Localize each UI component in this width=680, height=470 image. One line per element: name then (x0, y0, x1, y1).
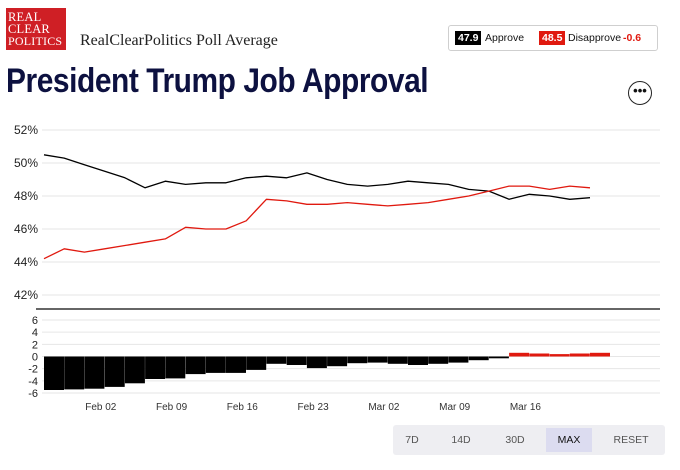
y-axis-main: 52% 50% 48% 46% 44% 42% (14, 123, 38, 302)
poll-average-subtitle: RealClearPolitics Poll Average (80, 32, 278, 49)
spread-bar[interactable] (306, 356, 327, 369)
y-tick-label: 44% (14, 255, 38, 269)
spread-bar[interactable] (64, 356, 85, 390)
spread-bar[interactable] (327, 356, 348, 367)
legend-box: 47.9 Approve 48.5 Disapprove -0.6 (448, 25, 658, 51)
spread-bars (44, 352, 610, 391)
range-14d-button[interactable]: 14D (451, 434, 471, 446)
logo-text-real: REAL (8, 10, 42, 24)
y-tick-label: 48% (14, 189, 38, 203)
spread-bar[interactable] (205, 356, 226, 373)
spread-bar[interactable] (226, 356, 246, 373)
spread-bar[interactable] (569, 353, 590, 357)
logo-text-clear: CLEAR (8, 22, 50, 36)
spread-bar[interactable] (590, 352, 610, 357)
spread-tick-label: 0 (32, 352, 38, 364)
spread-bar[interactable] (347, 356, 368, 364)
spread-tick-label: -6 (28, 388, 38, 400)
spread-bar[interactable] (266, 356, 287, 364)
spread-tick-label: 6 (32, 315, 38, 327)
x-tick-label: Mar 09 (439, 402, 471, 413)
disapprove-label: Disapprove (568, 32, 622, 44)
spread-tick-label: -4 (28, 376, 38, 388)
series-lines (43, 154, 591, 260)
page-title: President Trump Job Approval (6, 62, 429, 100)
spread-value: -0.6 (623, 32, 642, 44)
disapprove-value-badge: 48.5 (539, 31, 566, 45)
spread-bar[interactable] (448, 356, 469, 363)
y-tick-label: 42% (14, 288, 38, 302)
logo-text-politics: POLITICS (8, 34, 63, 48)
x-tick-label: Mar 02 (368, 402, 400, 413)
approve-label: Approve (485, 32, 525, 44)
spread-bar[interactable] (488, 356, 509, 359)
range-30d-button[interactable]: 30D (505, 434, 525, 446)
series-line-approve[interactable] (43, 154, 591, 200)
spread-bar[interactable] (367, 356, 388, 363)
spread-tick-label: 4 (32, 327, 38, 339)
y-tick-label: 46% (14, 222, 38, 236)
x-tick-label: Feb 16 (227, 402, 259, 413)
spread-bar[interactable] (509, 352, 530, 357)
range-reset-button[interactable]: RESET (613, 434, 649, 446)
x-axis: Feb 02 Feb 09 Feb 16 Feb 23 Mar 02 Mar 09 Mar … (85, 402, 541, 413)
spread-bar[interactable] (529, 353, 550, 357)
x-tick-label: Mar 16 (510, 402, 542, 413)
spread-bar[interactable] (104, 356, 125, 387)
spread-bar[interactable] (124, 356, 145, 384)
approve-value-badge: 47.9 (455, 31, 482, 45)
spread-bar[interactable] (246, 356, 267, 370)
series-line-disapprove[interactable] (43, 185, 591, 260)
range-max-button[interactable]: MAX (546, 428, 592, 452)
x-tick-label: Feb 02 (85, 402, 117, 413)
range-selector: 7D 14D 30D MAX RESET (393, 425, 665, 455)
x-tick-label: Feb 09 (156, 402, 188, 413)
spread-bar[interactable] (428, 356, 449, 364)
spread-bar[interactable] (185, 356, 206, 375)
x-tick-label: Feb 23 (298, 402, 330, 413)
spread-bar[interactable] (408, 356, 428, 366)
grid-main (42, 129, 660, 296)
spread-bar[interactable] (549, 354, 570, 357)
spread-bar[interactable] (387, 356, 408, 364)
y-tick-label: 52% (14, 123, 38, 137)
spread-bar[interactable] (84, 356, 105, 389)
spread-bar[interactable] (145, 356, 166, 380)
spread-bar[interactable] (165, 356, 186, 379)
y-tick-label: 50% (14, 156, 38, 170)
range-7d-button[interactable]: 7D (405, 434, 419, 446)
spread-bar[interactable] (468, 356, 489, 361)
spread-bar[interactable] (44, 356, 64, 391)
spread-tick-label: 2 (32, 339, 38, 351)
spread-bar[interactable] (286, 356, 307, 366)
more-options-button[interactable]: ••• (628, 81, 652, 105)
spread-tick-label: -2 (28, 364, 38, 376)
rcp-logo[interactable]: REAL CLEAR POLITICS (6, 8, 66, 50)
